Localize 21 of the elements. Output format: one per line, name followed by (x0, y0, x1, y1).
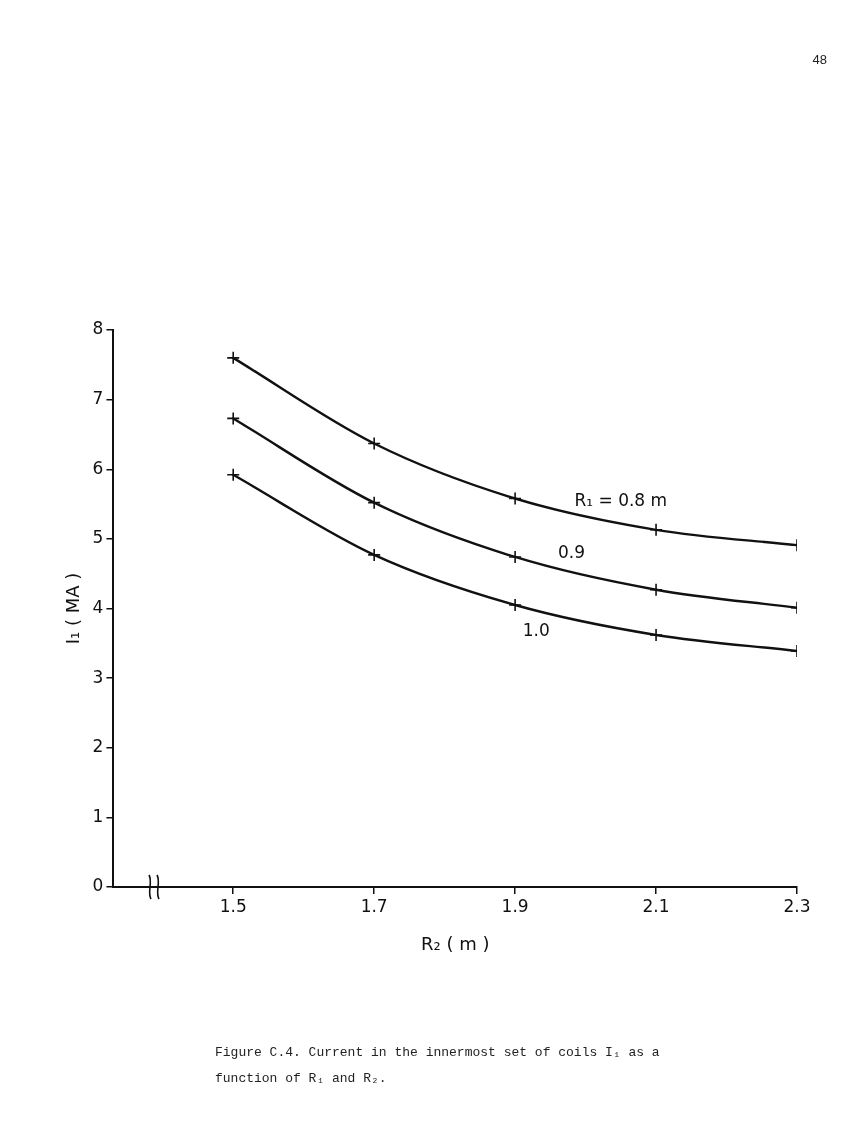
text: 48 (812, 52, 827, 67)
y-tick-label: 3 (92, 666, 104, 687)
y-tick-label: 6 (92, 457, 104, 478)
y-tick-label: 0 (92, 875, 104, 896)
series-label: 1.0 (522, 619, 550, 640)
series-label: R₁ = 0.8 m (574, 489, 668, 510)
x-tick-label: 2.3 (783, 895, 811, 916)
y-tick-label: 8 (92, 318, 104, 339)
x-tick-label: 2.1 (642, 895, 670, 916)
y-tick-label: 7 (92, 388, 104, 409)
y-axis-title: I₁ ( MA ) (62, 572, 84, 645)
x-axis-title: R₂ ( m ) (420, 932, 490, 954)
x-tick-label: 1.9 (501, 895, 529, 916)
text: Figure C.4. Current in the innermost set of coils I₁ as a function of R₁ and R₂. (215, 1044, 661, 1088)
x-tick-label: 1.5 (219, 895, 247, 916)
series-label: 0.9 (557, 542, 586, 563)
y-tick-label: 5 (92, 527, 104, 548)
y-tick-label: 4 (92, 596, 104, 617)
x-tick-label: 1.7 (360, 895, 388, 916)
y-tick-label: 1 (92, 805, 104, 826)
y-tick-label: 2 (92, 736, 104, 757)
